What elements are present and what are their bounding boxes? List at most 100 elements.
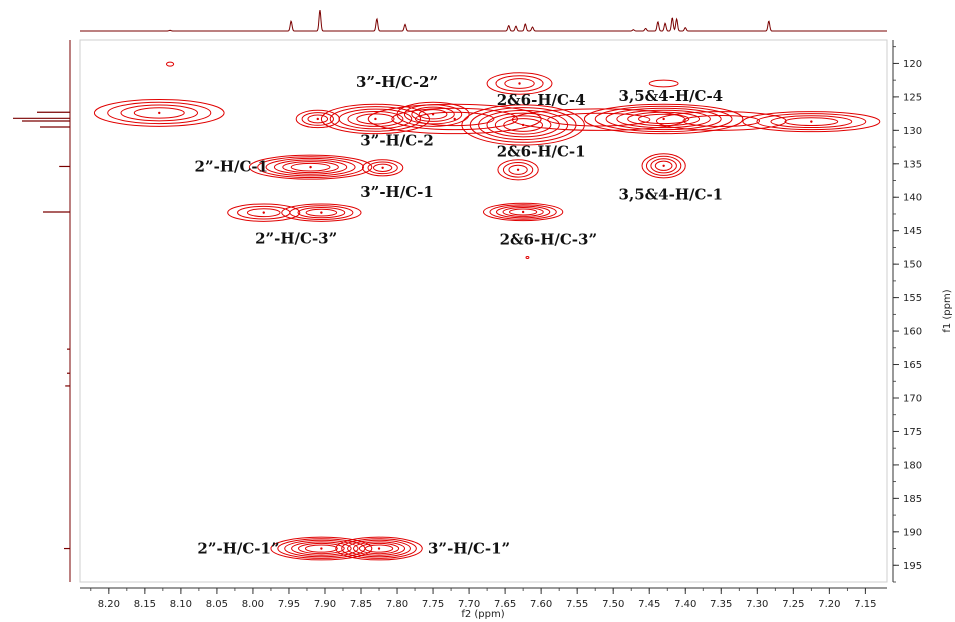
contour-level	[605, 107, 722, 131]
contour-level	[270, 536, 373, 561]
y-tick-label: 120	[903, 59, 922, 70]
contour-level	[298, 542, 345, 555]
peak-center	[662, 164, 665, 167]
cross-peak-14	[361, 159, 404, 177]
x-axis-title: f2 (ppm)	[461, 609, 504, 620]
cross-peak-22	[335, 536, 423, 561]
cross-peak-5	[367, 103, 542, 135]
cross-peak-11	[655, 111, 787, 131]
cross-peak-17	[227, 203, 301, 222]
y-tick-label: 130	[903, 126, 922, 137]
contour-level	[494, 115, 552, 135]
peak-label-layer: 3”-H/C-2” 2&6-H/C-4 3,5&4-H/C-4 3”-H/C-2 2&6…	[195, 73, 724, 557]
peak-center	[810, 120, 813, 123]
contour-layer	[93, 61, 881, 561]
contour-level	[291, 541, 352, 556]
contour-level	[645, 155, 682, 176]
contour-level	[784, 117, 839, 126]
cross-peak-15	[497, 159, 539, 181]
x-tick-label: 7.25	[782, 599, 804, 610]
contour-level	[508, 164, 528, 175]
contour-level	[486, 112, 560, 138]
x-tick-label: 8.15	[134, 599, 156, 610]
contour-level	[347, 110, 404, 127]
contour-level	[525, 255, 530, 259]
cross-peak-12	[742, 111, 881, 133]
x-tick-label: 8.05	[206, 599, 228, 610]
y-tick-label: 175	[903, 427, 922, 438]
contour-level	[756, 113, 867, 131]
contour-level	[281, 203, 362, 222]
contour-level	[335, 536, 423, 561]
projection-layer	[13, 9, 887, 550]
contour-level	[497, 159, 539, 181]
y-tick-label: 150	[903, 260, 922, 271]
contour-level	[367, 103, 542, 135]
y-tick-label: 145	[903, 226, 922, 237]
x-tick-label: 7.95	[278, 599, 300, 610]
cross-peak-10	[648, 79, 679, 88]
peak-annotation: 3”-H/C-2	[360, 131, 434, 149]
y-tick-label: 135	[903, 159, 922, 170]
contour-level	[329, 106, 422, 132]
peak-annotation: 2&6-H/C-4	[497, 91, 586, 109]
contour-level	[338, 108, 413, 130]
contour-level	[364, 544, 394, 553]
contour-level	[133, 107, 185, 119]
contour-level	[265, 157, 356, 177]
x-tick-label: 7.55	[566, 599, 588, 610]
contour-level	[503, 118, 544, 132]
cross-peak-6	[486, 72, 553, 95]
cross-peak-8	[511, 108, 686, 131]
peak-center	[377, 547, 381, 550]
x-tick-label: 7.65	[494, 599, 516, 610]
y-tick-label: 195	[903, 561, 922, 572]
x-tick-label: 7.80	[386, 599, 408, 610]
contour-level	[341, 538, 417, 559]
contour-level	[461, 104, 585, 146]
f2-projection-trace	[80, 9, 887, 32]
peak-annotation: 2&6-H/C-1	[497, 143, 586, 161]
peak-center	[316, 117, 319, 121]
peak-center	[662, 117, 665, 121]
y-tick-label: 155	[903, 293, 922, 304]
contour-level	[508, 208, 538, 216]
cross-peak-20	[525, 255, 530, 259]
contour-level	[248, 154, 373, 180]
contour-level	[583, 103, 744, 135]
contour-level	[372, 163, 393, 172]
contour-level	[616, 109, 711, 129]
peak-center	[158, 111, 161, 115]
x-tick-label: 7.50	[602, 599, 624, 610]
y-tick-label: 160	[903, 327, 922, 338]
peak-center	[374, 117, 377, 121]
cross-peak-2	[295, 109, 340, 129]
x-tick-label: 7.45	[638, 599, 660, 610]
contour-level	[495, 75, 544, 92]
x-tick-label: 7.90	[314, 599, 336, 610]
contour-level	[120, 104, 199, 122]
x-tick-label: 7.75	[422, 599, 444, 610]
contour-level	[257, 156, 364, 179]
contour-level	[511, 108, 686, 131]
contour-level	[297, 207, 346, 219]
x-tick-label: 7.15	[854, 599, 876, 610]
contour-level	[547, 112, 651, 127]
contour-level	[654, 160, 673, 171]
contour-level	[641, 153, 686, 179]
y-tick-label: 170	[903, 393, 922, 404]
contour-level	[655, 111, 787, 131]
peak-annotation: 3”-H/C-2”	[356, 73, 438, 91]
contour-level	[650, 158, 677, 174]
contour-level	[418, 109, 448, 120]
x-tick-label: 7.40	[674, 599, 696, 610]
contour-level	[358, 542, 400, 555]
contour-level	[289, 205, 354, 221]
contour-level	[638, 113, 690, 125]
contour-level	[502, 207, 544, 217]
cross-peak-3	[320, 103, 430, 135]
x-tick-label: 7.85	[350, 599, 372, 610]
contour-level	[594, 105, 733, 133]
peak-center	[518, 82, 521, 85]
